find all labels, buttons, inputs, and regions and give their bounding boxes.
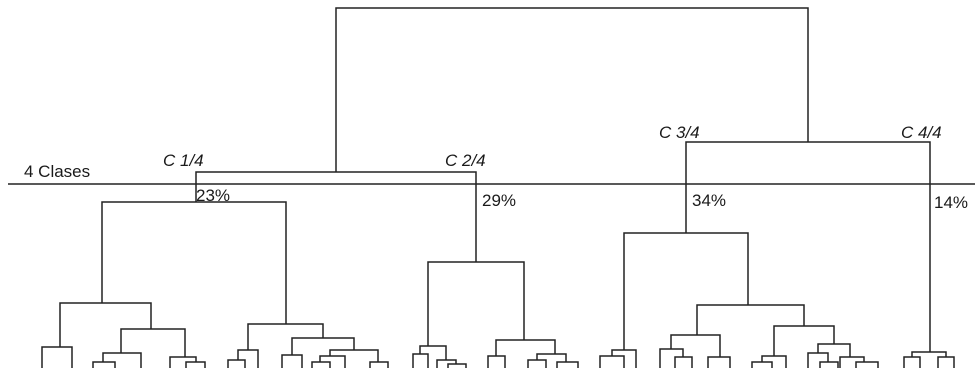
dendrogram-link <box>773 325 835 356</box>
dendrogram-link <box>495 339 556 356</box>
dendrogram-links <box>41 7 955 368</box>
dendrogram-link <box>427 261 525 346</box>
dendrogram-link <box>839 356 865 368</box>
dendrogram-link <box>761 355 787 368</box>
dendrogram-link <box>487 355 506 368</box>
dendrogram-link <box>169 356 197 368</box>
dendrogram-link <box>329 349 379 362</box>
dendrogram-link <box>807 352 829 368</box>
dendrogram-link <box>659 348 684 368</box>
dendrogram-link <box>819 361 839 368</box>
dendrogram-link <box>670 334 721 357</box>
dendrogram-link <box>102 352 142 368</box>
dendrogram-link <box>291 337 355 355</box>
dendrogram-link <box>817 343 851 357</box>
dendrogram-link <box>911 351 947 357</box>
dendrogram-link <box>751 361 773 368</box>
dendrogram-link <box>855 361 879 368</box>
dendrogram-link <box>369 361 389 368</box>
cluster-4-share: 14% <box>934 193 968 212</box>
dendrogram-link <box>611 349 637 368</box>
dendrogram-link <box>707 356 731 368</box>
dendrogram-link <box>319 355 346 368</box>
dendrogram-link <box>247 323 324 350</box>
dendrogram-link <box>937 356 955 368</box>
dendrogram-link <box>281 354 303 368</box>
dendrogram-link <box>227 359 246 368</box>
cluster-2-share: 29% <box>482 191 516 210</box>
dendrogram-link <box>195 171 477 262</box>
dendrogram-link <box>556 361 579 368</box>
dendrogram-link <box>685 141 931 352</box>
dendrogram-link <box>696 304 805 335</box>
dendrogram-link <box>335 7 809 172</box>
dendrogram-link <box>623 232 749 350</box>
dendrogram-link <box>92 361 116 368</box>
cut-label: 4 Clases <box>24 162 90 181</box>
dendrogram-link <box>536 353 567 362</box>
cluster-3-name: C 3/4 <box>659 123 700 142</box>
cluster-2-name: C 2/4 <box>445 151 486 170</box>
dendrogram-link <box>527 359 547 368</box>
cluster-1-name: C 1/4 <box>163 151 204 170</box>
dendrogram-link <box>41 346 73 368</box>
dendrogram-link <box>237 349 259 368</box>
dendrogram-link <box>674 356 693 368</box>
dendrogram-link <box>447 363 467 368</box>
dendrogram-link <box>419 345 447 360</box>
dendrogram-link <box>59 302 152 347</box>
dendrogram-link <box>101 201 287 324</box>
cluster-3-share: 34% <box>692 191 726 210</box>
cluster-1-share: 23% <box>196 186 230 205</box>
dendrogram-link <box>903 356 921 368</box>
cluster-4-name: C 4/4 <box>901 123 942 142</box>
dendrogram-link <box>412 353 429 368</box>
dendrogram-link <box>120 328 186 357</box>
dendrogram-link <box>185 361 206 368</box>
dendrogram-link <box>599 355 625 368</box>
dendrogram-link <box>436 359 457 368</box>
dendrogram-link <box>311 361 331 368</box>
